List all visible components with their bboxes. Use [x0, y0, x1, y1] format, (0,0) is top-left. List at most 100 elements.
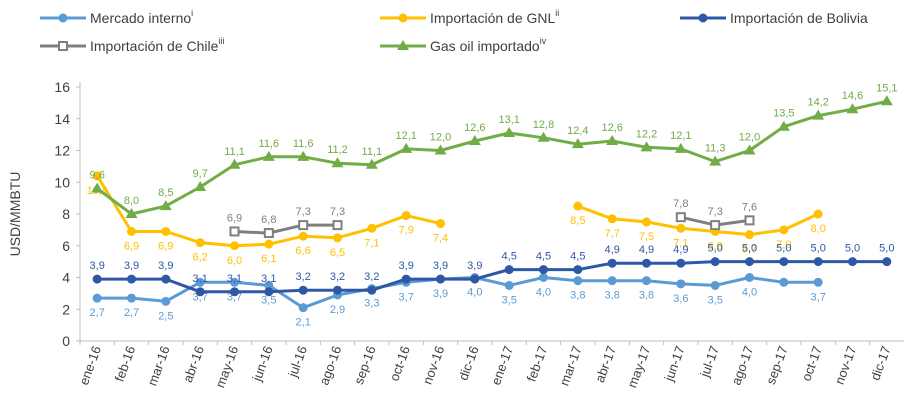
legend-marker — [698, 13, 708, 23]
y-tick-label: 14 — [54, 111, 70, 127]
data-point — [400, 142, 413, 153]
data-point — [573, 201, 583, 211]
data-label: 6,5 — [330, 247, 345, 259]
data-label: 3,9 — [124, 260, 139, 272]
data-point — [676, 258, 686, 268]
data-label: 3,5 — [502, 294, 517, 306]
data-point — [710, 280, 720, 290]
x-tick-label: may-16 — [212, 344, 241, 390]
data-label: 4,0 — [742, 287, 757, 299]
data-label: 7,7 — [605, 228, 620, 240]
data-point — [813, 209, 823, 219]
data-label: 3,5 — [708, 294, 723, 306]
data-point — [194, 181, 207, 192]
data-point — [262, 150, 275, 161]
data-label: 9,7 — [193, 168, 208, 180]
data-point — [709, 155, 722, 166]
data-point — [813, 257, 823, 267]
data-point — [744, 215, 755, 226]
y-axis-label: USD/MMBTU — [7, 172, 23, 257]
data-label: 7,3 — [708, 206, 723, 218]
data-label: 5,0 — [879, 243, 894, 255]
data-label: 6,6 — [296, 245, 311, 257]
data-label: 7,3 — [296, 206, 311, 218]
legend-label: Importación de Chileiii — [90, 36, 224, 54]
x-tick-label: ene-17 — [488, 344, 516, 387]
legend-marker — [58, 41, 68, 51]
data-label: 2,7 — [90, 307, 105, 319]
data-label: 6,0 — [227, 255, 242, 267]
data-label: 6,9 — [227, 212, 242, 224]
legend-marker — [58, 13, 68, 23]
data-point — [880, 95, 893, 106]
data-label: 7,3 — [330, 206, 345, 218]
data-label: 3,9 — [90, 260, 105, 272]
data-label: 5,0 — [776, 243, 791, 255]
data-point — [675, 212, 686, 223]
x-tick-label: nov-16 — [420, 344, 448, 386]
data-label: 7,1 — [673, 237, 688, 249]
data-label: 3,8 — [639, 290, 654, 302]
data-label: 6,7 — [742, 244, 757, 256]
data-label: 3,3 — [364, 298, 379, 310]
data-point — [674, 142, 687, 153]
legend-superscript: iii — [218, 36, 224, 46]
data-point — [436, 219, 445, 229]
data-label: 3,7 — [399, 291, 414, 303]
data-label: 2,7 — [124, 307, 139, 319]
data-point — [504, 265, 514, 275]
x-tick-label: jun-17 — [661, 344, 688, 384]
x-tick-label: jul-17 — [697, 344, 722, 380]
data-label: 3,7 — [193, 291, 208, 303]
legend-name: Importación de Bolivia — [730, 10, 868, 26]
x-tick-label: feb-17 — [524, 344, 551, 384]
data-point — [195, 287, 205, 297]
legend-name: Mercado interno — [90, 10, 191, 26]
data-point — [436, 274, 445, 284]
data-label: 6,1 — [261, 253, 276, 265]
y-tick-label: 16 — [54, 79, 70, 95]
x-tick-label: ene-16 — [76, 344, 104, 387]
data-label: 2,5 — [158, 310, 173, 322]
data-label: 3,6 — [673, 293, 688, 305]
legend-label: Importación de Bolivia — [730, 10, 868, 26]
data-point — [470, 274, 480, 284]
x-tick-label: mar-16 — [144, 344, 172, 388]
data-label: 3,9 — [399, 260, 414, 272]
data-point — [504, 280, 514, 290]
series-line — [97, 260, 887, 294]
data-point — [676, 279, 686, 289]
legend-superscript: iv — [540, 36, 547, 46]
data-point — [264, 280, 274, 290]
data-label: 3,2 — [364, 271, 379, 283]
data-label: 11,6 — [259, 138, 280, 150]
data-label: 4,9 — [673, 244, 688, 256]
data-point — [298, 285, 308, 295]
data-point — [503, 127, 516, 138]
data-point — [298, 220, 309, 231]
data-point — [779, 277, 789, 287]
legend-marker — [398, 13, 408, 23]
x-tick-label: abr-16 — [180, 344, 207, 384]
data-point — [779, 257, 789, 267]
x-tick-label: nov-17 — [832, 344, 860, 386]
data-label: 4,5 — [536, 251, 551, 263]
data-point — [159, 200, 172, 211]
data-label: 3,8 — [605, 290, 620, 302]
data-point — [229, 226, 240, 237]
data-label: 5,0 — [742, 243, 757, 255]
x-tick-label: mar-17 — [556, 344, 584, 388]
legend-label: Gas oil importadoiv — [430, 36, 547, 54]
data-label: 11,2 — [327, 144, 348, 156]
legend-superscript: i — [191, 8, 193, 18]
data-point — [161, 226, 171, 236]
data-label: 8,5 — [570, 215, 585, 227]
data-label: 5,0 — [708, 243, 723, 255]
data-point — [333, 233, 342, 243]
data-point — [161, 296, 171, 306]
data-point — [710, 257, 720, 267]
data-label: 12,4 — [567, 125, 588, 137]
data-label: 4,9 — [605, 244, 620, 256]
data-point — [743, 144, 756, 155]
series-line — [234, 215, 750, 235]
